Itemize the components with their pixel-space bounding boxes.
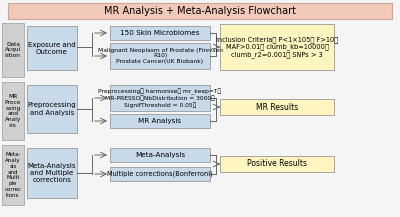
FancyBboxPatch shape bbox=[110, 167, 210, 181]
FancyBboxPatch shape bbox=[110, 26, 210, 40]
Text: 150 Skin Microbiomes: 150 Skin Microbiomes bbox=[120, 30, 200, 36]
FancyBboxPatch shape bbox=[2, 82, 24, 140]
Text: MR Analysis + Meta-Analysis Flowchart: MR Analysis + Meta-Analysis Flowchart bbox=[104, 6, 296, 16]
Text: Exposure and
Outcome: Exposure and Outcome bbox=[28, 41, 76, 54]
FancyBboxPatch shape bbox=[110, 43, 210, 69]
FancyBboxPatch shape bbox=[27, 148, 77, 198]
Text: Preprocessing： harmonise， mr_keep=T，
MR-PRESSO（NbDistribution = 3000，
SignifThre: Preprocessing： harmonise， mr_keep=T， MR-… bbox=[98, 88, 222, 108]
FancyBboxPatch shape bbox=[220, 24, 334, 70]
FancyBboxPatch shape bbox=[27, 26, 77, 70]
Text: Multiple corrections(Bonferroni): Multiple corrections(Bonferroni) bbox=[107, 171, 213, 177]
FancyBboxPatch shape bbox=[220, 99, 334, 115]
FancyBboxPatch shape bbox=[110, 148, 210, 162]
Text: Meta-Analysis
and Multiple
corrections: Meta-Analysis and Multiple corrections bbox=[28, 163, 76, 183]
FancyBboxPatch shape bbox=[2, 23, 24, 77]
FancyBboxPatch shape bbox=[110, 114, 210, 128]
Text: MR Analysis: MR Analysis bbox=[138, 118, 182, 124]
Text: MR Results: MR Results bbox=[256, 102, 298, 112]
Text: Meta-
Analy
sis
and
Multi
ple
correc
tions: Meta- Analy sis and Multi ple correc tio… bbox=[4, 152, 22, 198]
FancyBboxPatch shape bbox=[8, 3, 392, 19]
Text: Inclusion Criteria： P<1×105， F>10，
MAF>0.01， clumb_kb=10000，
clumb_r2=0.001， SNP: Inclusion Criteria： P<1×105， F>10， MAF>0… bbox=[216, 36, 338, 58]
FancyBboxPatch shape bbox=[220, 156, 334, 172]
Text: Preprocessing
and Analysis: Preprocessing and Analysis bbox=[28, 102, 76, 115]
Text: MR
Proce
ssing
and
Analy
sis: MR Proce ssing and Analy sis bbox=[5, 94, 21, 128]
FancyBboxPatch shape bbox=[27, 85, 77, 133]
Text: Data
Acqui
sition: Data Acqui sition bbox=[5, 42, 21, 58]
Text: Meta-Analysis: Meta-Analysis bbox=[135, 152, 185, 158]
Text: Malignant Neoplasm of Prostate (FinnGen
R10)
Prostate Cancer(UK Biobank): Malignant Neoplasm of Prostate (FinnGen … bbox=[98, 48, 222, 64]
FancyBboxPatch shape bbox=[110, 85, 210, 111]
Text: Positive Results: Positive Results bbox=[247, 159, 307, 168]
FancyBboxPatch shape bbox=[2, 145, 24, 205]
